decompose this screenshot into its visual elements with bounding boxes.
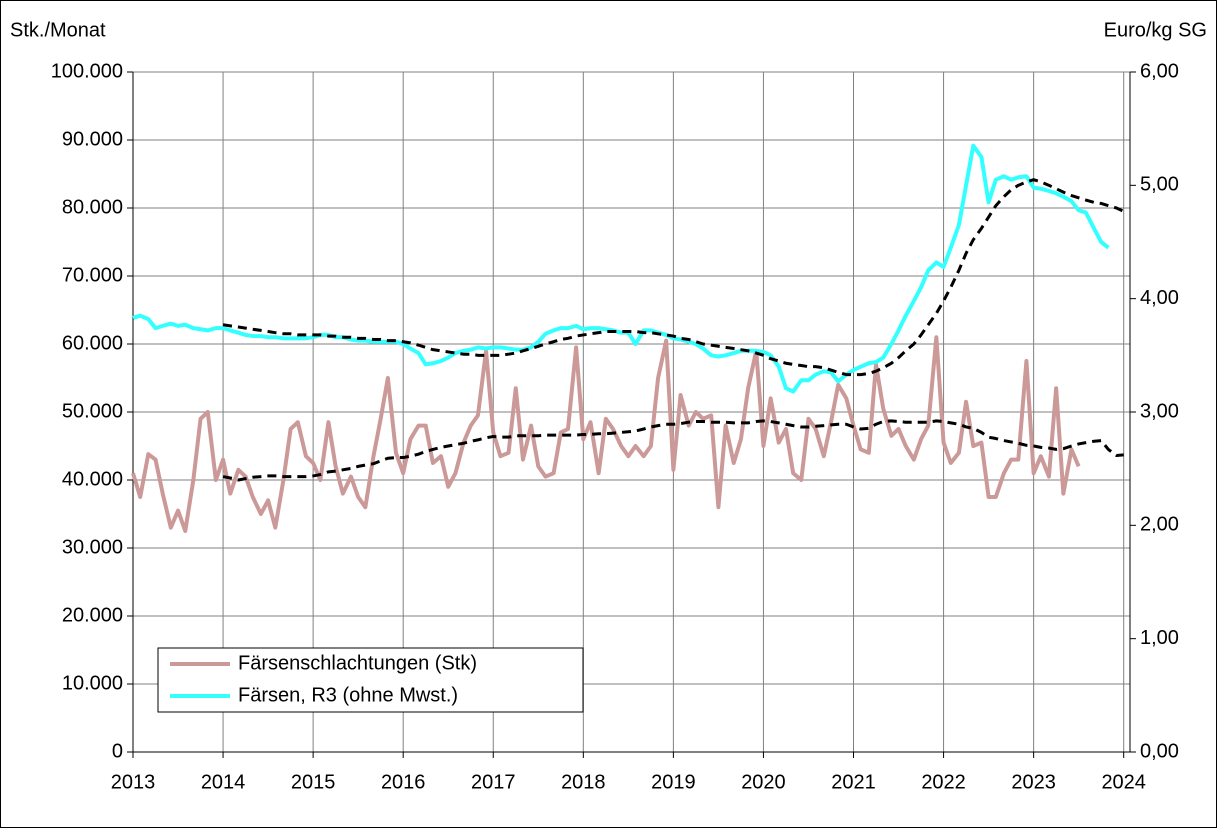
y2-axis-title: Euro/kg SG bbox=[1104, 19, 1207, 41]
x-tick-label: 2020 bbox=[741, 771, 786, 793]
y-tick-label: 100.000 bbox=[51, 60, 123, 82]
y-tick-label: 20.000 bbox=[62, 604, 123, 626]
x-tick-label: 2018 bbox=[561, 771, 606, 793]
x-tick-label: 2014 bbox=[201, 771, 246, 793]
y2-tick-label: 3,00 bbox=[1140, 400, 1179, 422]
y-tick-label: 80.000 bbox=[62, 196, 123, 218]
y2-tick-label: 2,00 bbox=[1140, 514, 1179, 536]
trend-line bbox=[222, 419, 1124, 482]
trend-line bbox=[222, 178, 1125, 377]
y2-tick-label: 6,00 bbox=[1140, 60, 1179, 82]
x-tick-label: 2017 bbox=[471, 771, 516, 793]
y-tick-label: 30.000 bbox=[62, 536, 123, 558]
x-tick-label: 2023 bbox=[1011, 771, 1056, 793]
y-tick-label: 90.000 bbox=[62, 128, 123, 150]
x-tick-label: 2013 bbox=[111, 771, 156, 793]
y-tick-label: 70.000 bbox=[62, 264, 123, 286]
y-tick-label: 40.000 bbox=[62, 468, 123, 490]
x-tick-label: 2015 bbox=[291, 771, 336, 793]
legend-label: Färsen, R3 (ohne Mwst.) bbox=[238, 684, 458, 706]
line bbox=[132, 143, 1110, 394]
x-tick-label: 2024 bbox=[1101, 771, 1146, 793]
y-tick-label: 50.000 bbox=[62, 400, 123, 422]
y2-tick-label: 1,00 bbox=[1140, 627, 1179, 649]
x-tick-label: 2016 bbox=[381, 771, 426, 793]
x-tick-label: 2021 bbox=[831, 771, 876, 793]
legend bbox=[157, 647, 584, 713]
x-tick-label: 2019 bbox=[651, 771, 696, 793]
y-tick-label: 10.000 bbox=[62, 672, 123, 694]
y-tick-label: 0 bbox=[112, 740, 123, 762]
y-axis-title: Stk./Monat bbox=[10, 19, 106, 41]
line bbox=[131, 335, 1081, 533]
y2-tick-label: 0,00 bbox=[1140, 740, 1179, 762]
legend-label: Färsenschlachtungen (Stk) bbox=[238, 652, 477, 674]
y2-tick-label: 4,00 bbox=[1140, 287, 1179, 309]
x-tick-label: 2022 bbox=[921, 771, 966, 793]
y-tick-label: 60.000 bbox=[62, 332, 123, 354]
y2-tick-label: 5,00 bbox=[1140, 174, 1179, 196]
